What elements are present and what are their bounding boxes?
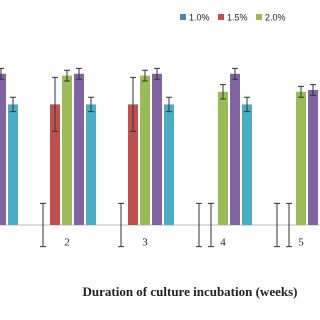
bar <box>152 73 162 225</box>
error-bar <box>0 67 4 80</box>
legend-swatch <box>256 14 262 20</box>
bar <box>86 104 96 225</box>
bar <box>8 104 18 225</box>
legend-swatch <box>218 14 224 20</box>
bar <box>164 104 174 225</box>
bar <box>308 90 318 225</box>
error-bar <box>310 84 316 96</box>
bar <box>140 75 150 225</box>
error-bar <box>166 96 172 113</box>
legend-label: 1.0% <box>189 12 210 22</box>
legend-label: 2.0% <box>265 12 286 22</box>
error-bar <box>232 67 238 80</box>
x-tick-label: 2 <box>64 237 70 249</box>
bar <box>50 104 60 225</box>
bar <box>0 73 6 225</box>
error-bar <box>286 202 292 248</box>
legend-label: 1.5% <box>227 12 248 22</box>
error-bar <box>154 67 160 80</box>
error-bar <box>130 76 136 132</box>
error-bar <box>208 202 214 248</box>
error-bar <box>52 76 58 132</box>
x-tick-label: 4 <box>220 237 226 249</box>
bar <box>128 104 138 225</box>
bar <box>230 73 240 225</box>
error-bar <box>274 202 280 248</box>
error-bar <box>118 202 124 248</box>
bar <box>242 104 252 225</box>
error-bar <box>88 96 94 113</box>
error-bar <box>142 69 148 82</box>
error-bar <box>64 69 70 82</box>
bar <box>62 75 72 225</box>
error-bar <box>196 202 202 248</box>
legend-swatch <box>180 14 186 20</box>
bar <box>218 91 228 225</box>
bar <box>296 91 306 225</box>
error-bar <box>220 84 226 100</box>
x-axis-title: Duration of culture incubation (weeks) <box>83 284 298 299</box>
legend: 1.0% 1.5% 2.0% <box>180 12 286 22</box>
error-bar <box>40 202 46 248</box>
x-tick-label: 5 <box>298 237 304 249</box>
error-bar <box>244 96 250 113</box>
error-bar <box>10 96 16 113</box>
x-tick-label: 3 <box>142 237 148 249</box>
error-bar <box>76 67 82 80</box>
bar <box>74 73 84 225</box>
error-bar <box>298 85 304 98</box>
